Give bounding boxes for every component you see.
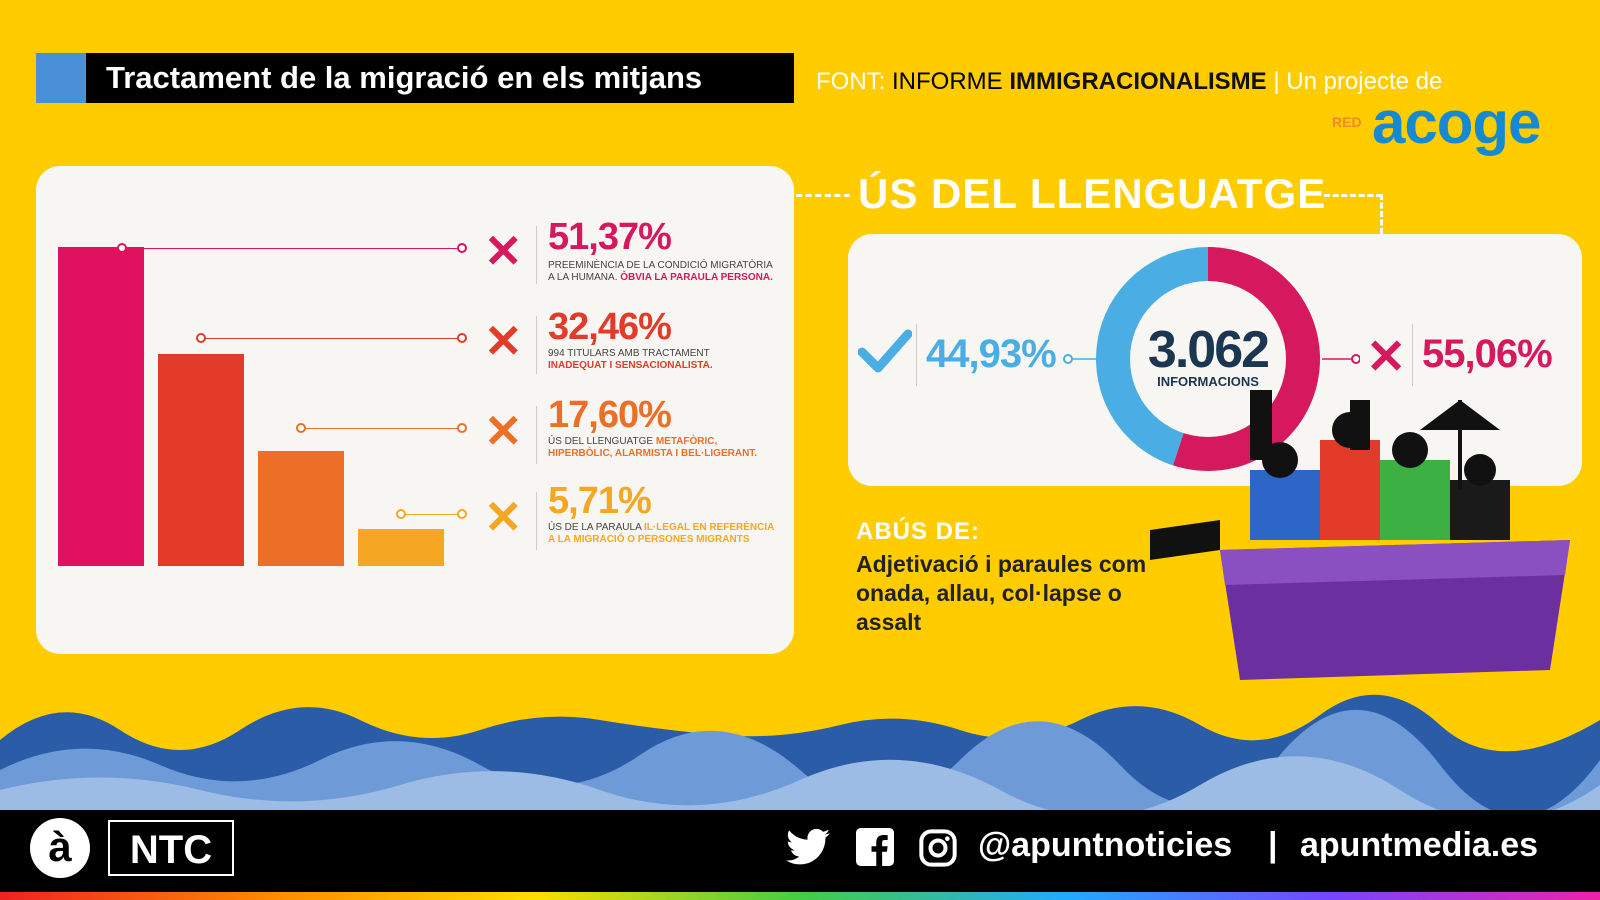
bar-description-4: ÚS DE LA PARAULA IL·LEGAL EN REFERÈNCIA … (548, 522, 774, 546)
source-label: FONT: (816, 68, 886, 95)
leader-dot (457, 243, 467, 253)
section-title: ÚS DEL LLENGUATGE (858, 170, 1327, 217)
bar-4 (358, 529, 444, 566)
leader-dot (1063, 354, 1073, 364)
divider (536, 492, 537, 550)
bar-2 (158, 354, 244, 566)
social-handle[interactable]: @apuntnoticies (978, 826, 1233, 864)
page-title: Tractament de la migració en els mitjans (86, 53, 794, 103)
donut-hole (1130, 281, 1286, 437)
x-icon: ✕ (1366, 331, 1407, 384)
leader-dot (1351, 354, 1360, 364)
leader-line (201, 338, 462, 339)
divider (536, 406, 537, 464)
abuse-heading: ABÚS DE: (856, 518, 981, 545)
x-icon: ✕ (484, 315, 523, 367)
footer-separator: | (1268, 826, 1278, 864)
bar-label-3: 17,60% (548, 394, 672, 436)
boat-illustration (1150, 390, 1570, 680)
leader-dot (457, 423, 467, 433)
bar-1 (58, 247, 144, 566)
x-icon: ✕ (484, 491, 523, 543)
dashed-connector-right (1324, 194, 1382, 197)
desc-line: PREEMINÈNCIA DE LA CONDICIÓ MIGRATÒRIA (548, 260, 773, 271)
total-count: 3.062 (1147, 321, 1270, 379)
x-icon: ✕ (484, 225, 523, 277)
bar-chart-panel: ✕ 51,37% PREEMINÈNCIA DE LA CONDICIÓ MIG… (36, 166, 794, 654)
dashed-connector-down (1380, 194, 1383, 234)
leader-line (301, 428, 462, 429)
desc-line: A LA HUMANA. (548, 272, 621, 283)
desc-highlight: ÒBVIA LA PARAULA PERSONA. (620, 272, 773, 283)
desc-line: ÚS DEL LLENGUATGE (548, 436, 656, 447)
negative-value: 55,06% (1422, 332, 1553, 376)
x-icon: ✕ (484, 405, 523, 457)
desc-line: 994 TITULARS AMB TRACTAMENT (548, 348, 710, 359)
source-report-name: IMMIGRACIONALISME (1009, 68, 1267, 95)
divider (536, 316, 537, 374)
desc-highlight: IL·LEGAL EN REFERÈNCIA (643, 522, 775, 533)
leader-line (122, 248, 462, 249)
leader-dot (457, 333, 467, 343)
divider (1412, 324, 1413, 386)
bar-3 (258, 451, 344, 566)
instagram-icon[interactable] (918, 828, 958, 873)
total-label: INFORMACIONS (1157, 374, 1259, 389)
leader-dot (117, 243, 127, 253)
project-text: | Un projecte de (1273, 68, 1443, 95)
leader-dot (296, 423, 306, 433)
apunt-logo[interactable]: à (30, 818, 90, 878)
bar-label-2: 32,46% (548, 306, 672, 348)
wave-decoration (0, 694, 1600, 812)
leader-dot (196, 333, 206, 343)
bar-description-3: ÚS DEL LLENGUATGE METAFÒRIC, HIPERBÒLIC,… (548, 436, 757, 460)
divider (916, 324, 917, 386)
desc-highlight: A LA MIGRACIÓ O PERSONES MIGRANTS (548, 534, 750, 545)
check-icon (857, 328, 913, 379)
logo-acoge: acoge (1372, 89, 1541, 156)
divider (536, 226, 537, 284)
abuse-text: Adjetivació i paraules com onada, allau,… (856, 551, 1147, 635)
website-link[interactable]: apuntmedia.es (1300, 826, 1539, 864)
twitter-icon[interactable] (786, 828, 830, 871)
leader-dot (457, 509, 467, 519)
positive-value: 44,93% (926, 332, 1057, 376)
bar-label-1: 51,37% (548, 216, 672, 258)
source-text: INFORME (892, 68, 1003, 95)
rainbow-stripe (0, 892, 1600, 900)
leader-line (401, 514, 462, 515)
facebook-icon[interactable] (856, 828, 894, 871)
bar-label-4: 5,71% (548, 480, 652, 522)
desc-highlight: INADEQUAT I SENSACIONALISTA. (548, 360, 713, 371)
logo-red: RED (1332, 114, 1362, 130)
ntc-logo[interactable]: NTC (108, 820, 234, 876)
bar-description-2: 994 TITULARS AMB TRACTAMENT INADEQUAT I … (548, 348, 713, 372)
donut-chart (1063, 247, 1360, 471)
dashed-connector-left (796, 194, 850, 197)
bar-description-1: PREEMINÈNCIA DE LA CONDICIÓ MIGRATÒRIA A… (548, 260, 773, 284)
desc-highlight: HIPERBÒLIC, ALARMISTA I BEL·LIGERANT. (548, 448, 758, 459)
desc-highlight: METAFÒRIC, (655, 436, 718, 447)
leader-dot (396, 509, 406, 519)
desc-line: ÚS DE LA PARAULA (548, 522, 644, 533)
source-line: FONT: INFORME IMMIGRACIONALISME | Un pro… (816, 68, 1442, 96)
title-accent-square (36, 53, 86, 103)
